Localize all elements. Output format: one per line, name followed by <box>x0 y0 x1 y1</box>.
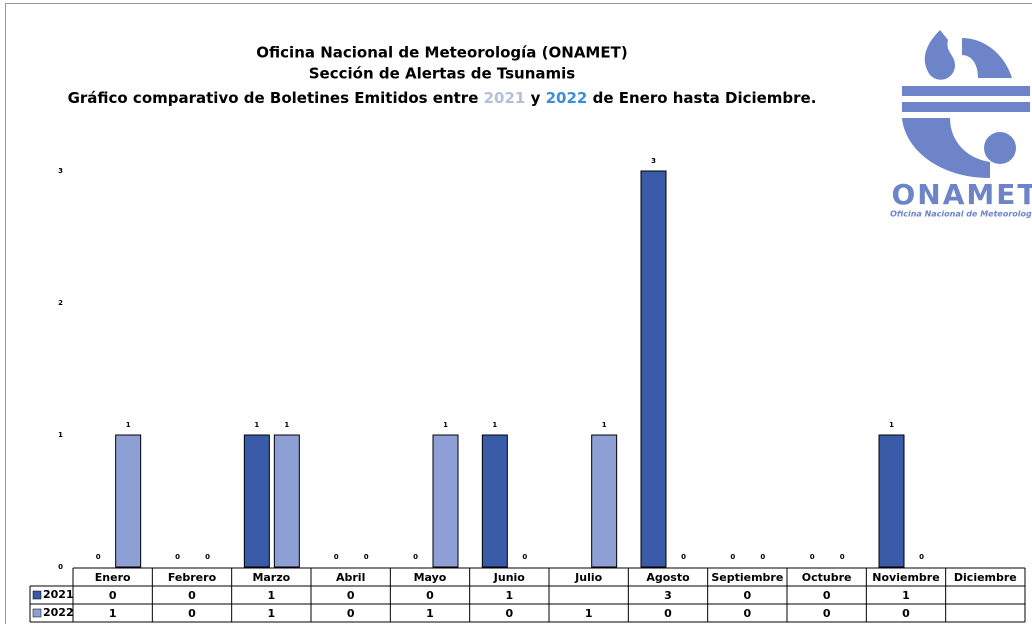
value-label: 0 <box>681 553 686 561</box>
x-tick-label: Febrero <box>168 571 217 584</box>
table-cell: 0 <box>109 589 117 602</box>
bar <box>115 434 142 568</box>
table-cell: 1 <box>426 607 434 620</box>
logo-tagline: Oficina Nacional de Meteorología <box>890 210 1032 219</box>
logo-name: ONAMET <box>892 178 1032 211</box>
table-cell: 0 <box>744 607 752 620</box>
legend-label: 2021 <box>43 588 74 601</box>
bar <box>432 434 459 568</box>
table-cell: 1 <box>902 589 910 602</box>
table-cell: 0 <box>823 607 831 620</box>
x-tick-label: Junio <box>493 571 526 584</box>
legend-swatch <box>32 590 42 600</box>
table-cell: 0 <box>664 607 672 620</box>
x-tick-label: Agosto <box>646 571 690 584</box>
value-label: 1 <box>443 421 448 429</box>
y-tick-label: 0 <box>58 563 63 571</box>
bar <box>243 434 270 568</box>
chart-subtitle: Gráfico comparativo de Boletines Emitido… <box>68 89 817 107</box>
value-label: 1 <box>492 421 497 429</box>
value-label: 0 <box>730 553 735 561</box>
subtitle-year: 2022 <box>546 89 588 107</box>
x-tick-label: Noviembre <box>872 571 939 584</box>
value-label: 1 <box>889 421 894 429</box>
table-cell: 0 <box>902 607 910 620</box>
table-cell: 1 <box>268 589 276 602</box>
x-tick-label: Abril <box>336 571 365 584</box>
chart-title: Sección de Alertas de Tsunamis <box>309 65 576 83</box>
value-label: 0 <box>364 553 369 561</box>
subtitle-text: de Enero hasta Diciembre. <box>593 89 817 107</box>
subtitle-text: y <box>531 89 541 107</box>
y-tick-label: 3 <box>58 167 63 175</box>
logo: ONAMET Oficina Nacional de Meteorología <box>890 30 1032 219</box>
legend-swatch <box>32 608 42 618</box>
table-cell: 0 <box>823 589 831 602</box>
y-tick-label: 1 <box>58 431 63 439</box>
value-label: 0 <box>175 553 180 561</box>
y-tick-label: 2 <box>58 299 63 307</box>
legend-label: 2022 <box>43 606 74 619</box>
table-cell: 0 <box>506 607 514 620</box>
table-cell: 0 <box>347 589 355 602</box>
frame <box>5 3 1032 624</box>
value-label: 0 <box>96 553 101 561</box>
x-tick-label: Marzo <box>252 571 290 584</box>
value-label: 3 <box>651 157 656 165</box>
table-cell: 0 <box>744 589 752 602</box>
value-label: 0 <box>760 553 765 561</box>
value-label: 0 <box>334 553 339 561</box>
value-label: 1 <box>254 421 259 429</box>
table-cell: 1 <box>109 607 117 620</box>
value-label: 0 <box>205 553 210 561</box>
subtitle-text: Gráfico comparativo de Boletines Emitido… <box>68 89 479 107</box>
table-cell: 0 <box>188 589 196 602</box>
subtitle-year: 2021 <box>484 89 526 107</box>
table-cell: 0 <box>188 607 196 620</box>
x-tick-label: Septiembre <box>711 571 783 584</box>
table-cell: 3 <box>664 589 672 602</box>
table-cell: 0 <box>347 607 355 620</box>
bar <box>481 434 508 568</box>
x-tick-label: Enero <box>95 571 131 584</box>
x-tick-label: Mayo <box>414 571 447 584</box>
bar <box>640 170 667 568</box>
value-label: 1 <box>126 421 131 429</box>
bar <box>878 434 905 568</box>
x-tick-label: Diciembre <box>954 571 1017 584</box>
value-label: 1 <box>602 421 607 429</box>
bar <box>591 434 618 568</box>
bar <box>273 434 300 568</box>
value-label: 0 <box>522 553 527 561</box>
value-label: 0 <box>919 553 924 561</box>
table-cell: 1 <box>585 607 593 620</box>
table-cell: 1 <box>506 589 514 602</box>
chart-title: Oficina Nacional de Meteorología (ONAMET… <box>256 44 627 62</box>
value-label: 0 <box>810 553 815 561</box>
value-label: 0 <box>413 553 418 561</box>
value-label: 1 <box>284 421 289 429</box>
value-label: 0 <box>840 553 845 561</box>
x-tick-label: Julio <box>574 571 602 584</box>
table-cell: 1 <box>268 607 276 620</box>
x-tick-label: Octubre <box>802 571 852 584</box>
table-cell: 0 <box>426 589 434 602</box>
